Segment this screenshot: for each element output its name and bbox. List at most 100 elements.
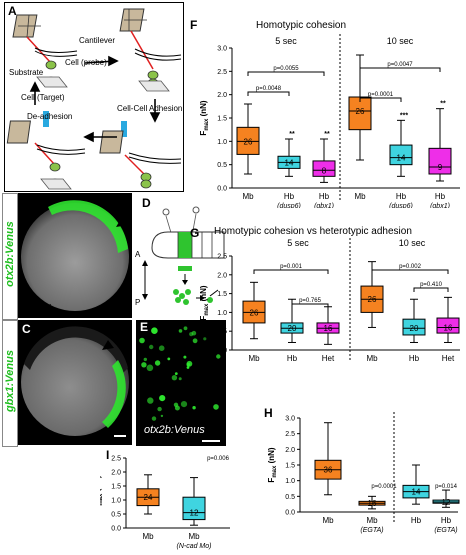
group-label-10sec: 10 sec [399, 238, 426, 248]
box-4: 20 Hb [402, 298, 426, 363]
fluorescent-cell [183, 355, 187, 359]
x-category-label: Hb [441, 516, 452, 525]
y-tick-label: 2.0 [217, 272, 227, 279]
x-category-sublabel: (N-cad Mo) [176, 543, 211, 550]
y-tick-label: 3.0 [217, 46, 227, 53]
otx2b-cells-image [139, 326, 221, 421]
panel-a: A [4, 2, 184, 192]
box-n-label: 16 [444, 323, 453, 332]
x-category-label: Hb [287, 354, 298, 363]
x-category-label: Hb [319, 192, 330, 201]
box-iqr [402, 318, 426, 336]
fluorescent-cell [143, 357, 147, 362]
neural-tube-dissection-diagram [151, 206, 225, 305]
fluorescent-cell [180, 401, 188, 408]
panel-f-label: F [190, 18, 198, 32]
axis-anterior-label: A [135, 250, 141, 259]
fluorescent-cell [158, 345, 165, 351]
panel-b-label: B [22, 195, 31, 209]
box-n-label: 12 [442, 498, 451, 507]
x-category-label: Hb [435, 192, 446, 201]
fluorescent-cell [213, 404, 219, 410]
y-tick-label: 0.5 [111, 512, 121, 519]
y-tick-label: 2.5 [285, 431, 295, 438]
group-label-5sec: 5 sec [275, 36, 297, 46]
box-1: 12 Mb (N-cad Mo) [176, 477, 212, 550]
panel-c: gbx1:Venus 10.5 hpf C [2, 320, 132, 447]
y-tick-label: 2.5 [217, 69, 227, 76]
chart-g: 0.0 0.5 1.0 1.5 2.0 2.5 Fmax (nN) 26 Mb 20 Hb 16 Het… [199, 238, 460, 363]
fluorescent-cell [146, 364, 154, 372]
y-tick-label: 1.0 [217, 310, 227, 317]
x-category-label: Mb [242, 192, 254, 201]
fluorescent-cell [151, 416, 157, 421]
box-2: 16 Het [316, 306, 340, 363]
y-axis-label: Fmax (nN) [100, 475, 104, 510]
box-n-label: 26 [250, 308, 259, 317]
chart-i: 0.0 0.5 1.0 1.5 2.0 2.5 Fmax (nN) 24 Mb 12 Mb (N-ca… [93, 456, 230, 550]
box-iqr [389, 144, 413, 166]
y-tick-label: 3.0 [285, 416, 295, 423]
panel-e-caption: otx2b:Venus [144, 424, 205, 436]
x-category-label: Mb [188, 532, 200, 541]
label-cell-probe: Cell (probe) [65, 58, 107, 67]
label-cell-cell-adhesion: Cell-Cell Adhesion [117, 104, 182, 113]
box-0: 26 Mb [236, 103, 260, 201]
panel-h: H 0.0 0.5 1.0 1.5 2.0 2.5 3.0 Fmax (nN) 36 Mb 16 Mb… [264, 398, 466, 550]
stage-label-c: 10.5 hpf [22, 430, 51, 439]
box-1: 20 Hb [280, 298, 304, 363]
p-value-label: p=0.006 [207, 456, 230, 462]
box-n-label: 16 [368, 499, 377, 508]
fluorescent-cell [203, 337, 207, 341]
y-tick-label: 1.5 [217, 116, 227, 123]
box-iqr [348, 96, 372, 131]
label-deadhesion: De-adhesion [27, 112, 72, 121]
significance-bracket [253, 269, 329, 274]
x-category-label: Hb [396, 192, 407, 201]
significance-bracket [291, 303, 329, 308]
p-value-label: p=0.014 [435, 484, 458, 490]
x-category-sublabel: (dusp6) [389, 203, 413, 208]
x-category-label: Mb [366, 516, 378, 525]
box-2: 14 Hb [402, 464, 430, 525]
fluorescent-cell [178, 329, 183, 333]
p-value-label: p=0.0047 [387, 62, 413, 68]
fluorescent-cell [139, 337, 145, 344]
significance-stars: *** [400, 112, 408, 119]
panel-e: E otx2b:Venus [136, 320, 226, 446]
fluorescent-cell [141, 362, 147, 368]
y-tick-label: 0.0 [217, 186, 227, 193]
x-category-sublabel: (gbx1) [314, 203, 334, 208]
x-category-label: Hb [411, 516, 422, 525]
label-cell-target: Cell (Target) [21, 93, 65, 102]
x-category-sublabel: (gbx1) [430, 203, 450, 208]
afm-stage-2 [119, 8, 182, 92]
fluorescent-cell [167, 357, 171, 361]
significance-bracket [413, 287, 449, 292]
box-n-label: 24 [144, 493, 153, 502]
y-axis-label: Fmax (nN) [199, 285, 210, 320]
box-n-label: 36 [324, 466, 333, 475]
box-3: 26 Mb [360, 261, 384, 363]
box-n-label: 12 [190, 509, 199, 518]
box-5: 9 ** Hb (gbx1) [428, 101, 452, 210]
x-category-label: Het [442, 354, 455, 363]
panel-a-label: A [8, 4, 17, 18]
panel-c-label: C [22, 322, 31, 336]
panel-g-title: Homotypic cohesion vs heterotypic adhesi… [214, 226, 412, 237]
chart-h: 0.0 0.5 1.0 1.5 2.0 2.5 3.0 Fmax (nN) 36 Mb 16 Mb (E… [267, 412, 460, 534]
panel-g: G Homotypic cohesion vs heterotypic adhe… [186, 218, 466, 364]
y-tick-label: 2.0 [285, 447, 295, 454]
y-tick-label: 1.5 [111, 484, 121, 491]
x-category-label: Mb [366, 354, 378, 363]
afm-cycle-diagram: Cantilever Cell (probe) Substrate Cell (… [6, 8, 182, 190]
x-category-sublabel: (EGTA) [360, 527, 383, 534]
panel-f: F Homotypic cohesion 0.0 0.5 1.0 1.5 2.0 2.5 3… [186, 0, 466, 210]
label-substrate: Substrate [9, 68, 44, 77]
panel-g-label: G [190, 226, 200, 240]
y-tick-label: 1.5 [217, 291, 227, 298]
y-tick-label: 1.0 [111, 498, 121, 505]
y-tick-label: 0.5 [217, 162, 227, 169]
box-0: 26 Mb [242, 281, 266, 363]
box-4: 14 *** Hb (dusp6) [389, 112, 413, 210]
